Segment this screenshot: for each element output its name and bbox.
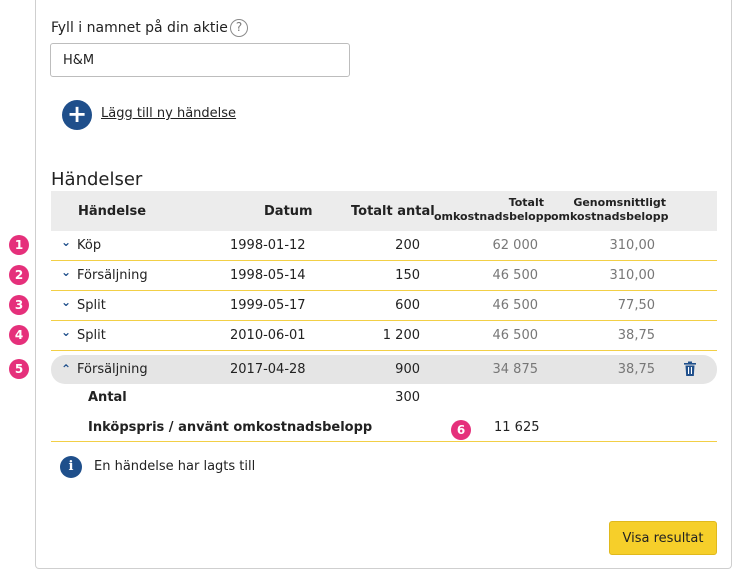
annotation-marker: 1 xyxy=(9,235,29,255)
info-icon: i xyxy=(60,456,82,478)
add-event-plus-icon[interactable]: + xyxy=(62,100,92,130)
column-header-total-cost-line1: Totalt xyxy=(508,196,544,209)
event-avg-cost: 38,75 xyxy=(617,328,655,343)
column-header-date: Datum xyxy=(264,204,313,219)
event-total-cost: 46 500 xyxy=(492,268,539,283)
event-total-cost: 62 000 xyxy=(492,238,539,253)
column-header-event: Händelse xyxy=(78,204,147,219)
event-avg-cost: 310,00 xyxy=(609,268,656,283)
show-result-button[interactable]: Visa resultat xyxy=(609,521,717,555)
event-avg-cost: 310,00 xyxy=(609,238,656,253)
chevron-down-icon[interactable]: ⌄ xyxy=(61,235,72,249)
annotation-marker: 4 xyxy=(9,325,29,345)
events-table-header: Händelse Datum Totalt antal Totalt omkos… xyxy=(51,191,717,231)
section-divider xyxy=(51,441,717,442)
event-date: 2017-04-28 xyxy=(230,362,306,377)
stock-name-label: Fyll i namnet på din aktie xyxy=(51,20,228,36)
event-total-cost: 34 875 xyxy=(492,362,539,377)
help-icon[interactable]: ? xyxy=(230,19,248,37)
calculator-panel xyxy=(35,0,732,569)
stock-name-input[interactable] xyxy=(50,43,350,77)
event-type: Köp xyxy=(77,238,102,253)
event-total-qty: 1 200 xyxy=(382,328,420,343)
trash-icon[interactable] xyxy=(683,361,697,377)
detail-cost-label: Inköpspris / använt omkostnadsbelopp xyxy=(88,420,373,435)
event-total-qty: 200 xyxy=(395,238,420,253)
events-section-title: Händelser xyxy=(51,169,143,190)
chevron-up-icon[interactable]: ⌃ xyxy=(61,362,72,376)
table-row[interactable]: ⌄ Split 2010-06-01 1 200 46 500 38,75 xyxy=(51,321,717,351)
event-date: 1998-05-14 xyxy=(230,268,306,283)
event-total-cost: 46 500 xyxy=(492,328,539,343)
event-type: Split xyxy=(77,298,106,313)
column-header-avg-cost-line2: omkostnadsbelopp xyxy=(551,210,669,223)
detail-quantity-value: 300 xyxy=(395,390,420,405)
add-event-link[interactable]: Lägg till ny händelse xyxy=(101,106,237,121)
event-total-qty: 600 xyxy=(395,298,420,313)
chevron-down-icon[interactable]: ⌄ xyxy=(61,265,72,279)
annotation-marker: 2 xyxy=(9,265,29,285)
event-date: 1999-05-17 xyxy=(230,298,306,313)
detail-cost-value: 11 625 xyxy=(494,420,540,435)
event-type: Split xyxy=(77,328,106,343)
annotation-marker: 6 xyxy=(451,420,471,440)
event-date: 2010-06-01 xyxy=(230,328,306,343)
column-header-total-cost-line2: omkostnadsbelopp xyxy=(434,210,552,223)
annotation-marker: 3 xyxy=(9,295,29,315)
event-type: Försäljning xyxy=(77,268,148,283)
event-avg-cost: 38,75 xyxy=(617,362,655,377)
table-row[interactable]: ⌄ Köp 1998-01-12 200 62 000 310,00 xyxy=(51,231,717,261)
event-date: 1998-01-12 xyxy=(230,238,306,253)
column-header-avg-cost-line1: Genomsnittligt xyxy=(573,196,666,209)
event-total-qty: 900 xyxy=(395,362,420,377)
chevron-down-icon[interactable]: ⌄ xyxy=(61,295,72,309)
column-header-total-qty: Totalt antal xyxy=(351,204,435,219)
event-type: Försäljning xyxy=(77,362,148,377)
chevron-down-icon[interactable]: ⌄ xyxy=(61,325,72,339)
detail-quantity-label: Antal xyxy=(88,390,127,405)
event-avg-cost: 77,50 xyxy=(617,298,655,313)
table-row[interactable]: ⌄ Split 1999-05-17 600 46 500 77,50 xyxy=(51,291,717,321)
event-total-qty: 150 xyxy=(395,268,420,283)
event-total-cost: 46 500 xyxy=(492,298,539,313)
table-row[interactable]: ⌄ Försäljning 1998-05-14 150 46 500 310,… xyxy=(51,261,717,291)
table-row-expanded[interactable]: ⌃ Försäljning 2017-04-28 900 34 875 38,7… xyxy=(51,355,717,384)
info-message: En händelse har lagts till xyxy=(94,459,256,474)
annotation-marker: 5 xyxy=(9,359,29,379)
